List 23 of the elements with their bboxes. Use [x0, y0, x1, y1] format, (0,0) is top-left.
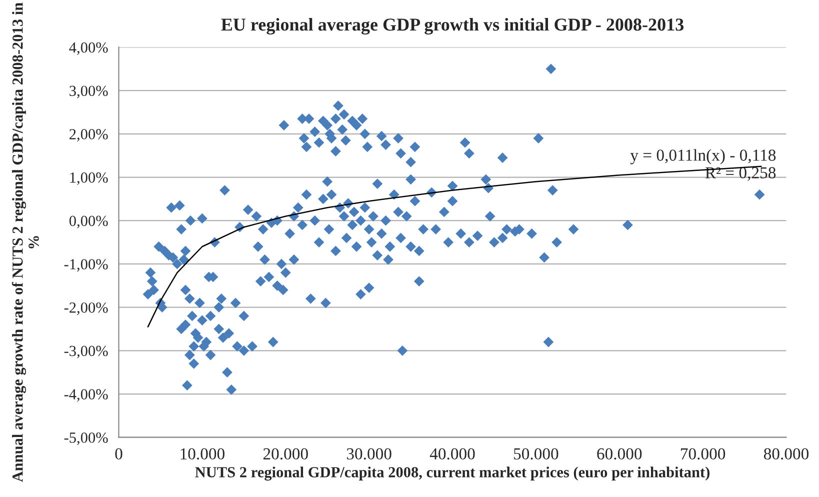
y-tick-label: 2,00% [70, 129, 108, 142]
x-tick-label: 80.000 [764, 448, 809, 460]
x-tick-label: 60.000 [597, 448, 642, 460]
y-tick-label: 0,00% [69, 216, 108, 228]
y-tick-label: 3,00% [70, 86, 108, 98]
x-tick-label: 70.000 [680, 448, 726, 460]
y-tick-label: -1,00% [64, 259, 108, 272]
y-tick-label: -2,00% [64, 302, 108, 315]
y-axis-title: Annual average growth rate of NUTS 2 regional GDP/capita 2008-2013 in % [12, 2, 39, 482]
x-tick-label: 0 [115, 448, 122, 460]
x-axis-title: NUTS 2 regional GDP/capita 2008, current market prices (euro per inhabitant) [195, 466, 710, 481]
annotation: y = 0,011ln(x) - 0,118 [630, 149, 776, 164]
x-tick-label: 30.000 [346, 448, 392, 460]
x-tick-label: 50.000 [514, 448, 558, 460]
y-tick-label: -5,00% [64, 432, 108, 446]
chart-title: EU regional average GDP growth vs initial GDP - 2008-2013 [221, 18, 684, 35]
x-tick-label: 20.000 [263, 448, 308, 460]
y-tick-label: -3,00% [64, 346, 108, 358]
y-tick-label: 4,00% [69, 42, 108, 55]
y-tick-label: 1,00% [70, 172, 108, 185]
y-tick-label: -4,00% [64, 389, 108, 402]
x-tick-label: 10.000 [180, 448, 224, 460]
x-tick-label: 40.000 [430, 448, 475, 460]
